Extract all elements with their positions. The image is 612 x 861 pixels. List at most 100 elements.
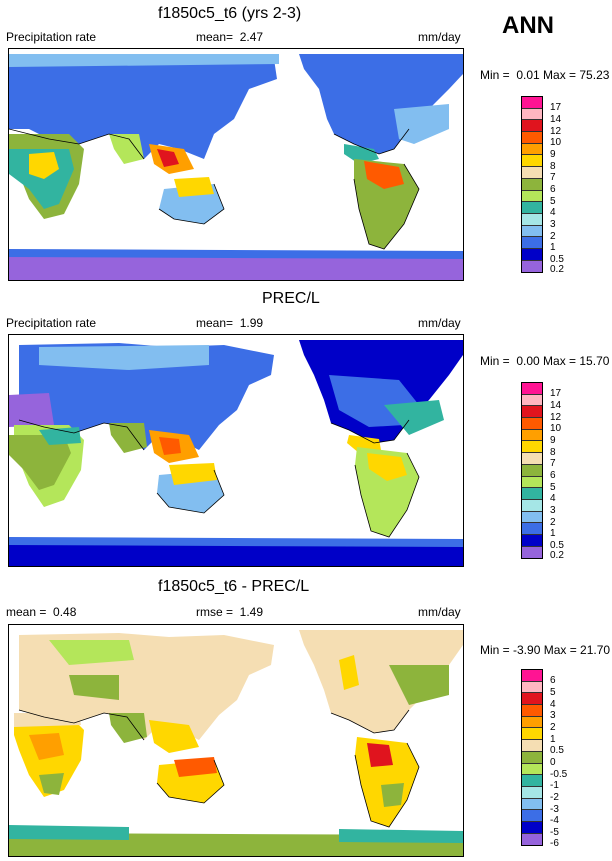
colorbar-label: 7 (550, 172, 556, 183)
colorbar-swatch (522, 716, 542, 729)
colorbar-swatch (522, 441, 542, 454)
colorbar-swatch (522, 775, 542, 787)
colorbar-label: 0.5 (550, 540, 564, 551)
colorbar-swatch (522, 237, 542, 249)
colorbar-swatch (522, 143, 542, 156)
colorbar-swatch (522, 394, 542, 407)
colorbar-label: -6 (550, 838, 559, 849)
colorbar-label: 9 (550, 435, 556, 446)
map-panel-difference (8, 624, 464, 857)
colorbar-label: 6 (550, 675, 556, 686)
colorbar-observed (521, 382, 543, 560)
colorbar-label: 2 (550, 231, 556, 242)
colorbar-label: 6 (550, 470, 556, 481)
colorbar-swatch (522, 488, 542, 500)
map-panel-model (8, 48, 464, 281)
colorbar-swatch (522, 798, 542, 811)
colorbar-swatch (522, 202, 542, 214)
panel-units: mm/day (418, 30, 461, 44)
panel-minmax: Min = 0.01 Max = 75.23 (480, 68, 610, 82)
colorbar-label: 8 (550, 447, 556, 458)
colorbar-label: 17 (550, 388, 562, 399)
colorbar-label: -1 (550, 780, 559, 791)
colorbar-swatch (522, 740, 542, 752)
colorbar-label: -0.5 (550, 769, 568, 780)
colorbar-label: 14 (550, 114, 562, 125)
colorbar-label: 7 (550, 458, 556, 469)
colorbar-label: 10 (550, 423, 562, 434)
panel-units: mm/day (418, 316, 461, 330)
colorbar-swatch (522, 534, 542, 547)
colorbar-label: 0.5 (550, 745, 564, 756)
colorbar-swatch (522, 383, 542, 395)
panel-left-label: Precipitation rate (6, 30, 97, 44)
colorbar-label: 0.2 (550, 550, 564, 561)
colorbar-swatch (522, 418, 542, 430)
panel-title: PREC/L (262, 290, 320, 307)
colorbar-label: 4 (550, 493, 556, 504)
panel-minmax: Min = 0.00 Max = 15.70 (480, 354, 610, 368)
colorbar-swatch (522, 178, 542, 191)
colorbar-label: 5 (550, 482, 556, 493)
colorbar-swatch (522, 225, 542, 238)
colorbar-swatch (522, 464, 542, 477)
colorbar-label: 4 (550, 699, 556, 710)
colorbar-swatch (522, 190, 542, 203)
colorbar-label: -5 (550, 827, 559, 838)
colorbar-swatch (522, 97, 542, 109)
colorbar-swatch (522, 546, 542, 559)
colorbar-swatch (522, 786, 542, 799)
colorbar-swatch (522, 681, 542, 694)
colorbar-label: 1 (550, 734, 556, 745)
colorbar-swatch (522, 763, 542, 776)
colorbar-swatch (522, 523, 542, 535)
colorbar-swatch (522, 429, 542, 442)
panel-left-label: Precipitation rate (6, 316, 97, 330)
colorbar-swatch (522, 499, 542, 512)
colorbar-swatch (522, 728, 542, 741)
colorbar-swatch (522, 167, 542, 179)
colorbar-swatch (522, 511, 542, 524)
colorbar-label: 0 (550, 757, 556, 768)
colorbar-label: 5 (550, 687, 556, 698)
colorbar-label: -3 (550, 804, 559, 815)
colorbar-label: 10 (550, 137, 562, 148)
colorbar-swatch (522, 705, 542, 717)
colorbar-label: 2 (550, 722, 556, 733)
colorbar-label: 0.5 (550, 254, 564, 265)
colorbar-swatch (522, 670, 542, 682)
panel-stat: mean= 1.99 (196, 316, 264, 330)
colorbar-swatch (522, 476, 542, 489)
colorbar-swatch (522, 406, 542, 419)
colorbar-label: 1 (550, 242, 556, 253)
colorbar-swatch (522, 120, 542, 133)
colorbar-label: 14 (550, 400, 562, 411)
colorbar-swatch (522, 751, 542, 764)
colorbar-label: 17 (550, 102, 562, 113)
colorbar-label: 12 (550, 126, 562, 137)
colorbar-swatch (522, 821, 542, 834)
colorbar-swatch (522, 248, 542, 261)
panel-title: f1850c5_t6 (yrs 2-3) (158, 5, 302, 22)
panel-stat: rmse = 1.49 (196, 605, 264, 619)
colorbar-label: 4 (550, 207, 556, 218)
colorbar-swatch (522, 260, 542, 273)
colorbar-label: -2 (550, 792, 559, 803)
colorbar-label: 1 (550, 528, 556, 539)
panel-minmax: Min = -3.90 Max = 21.70 (480, 643, 611, 657)
colorbar-label: 9 (550, 149, 556, 160)
colorbar-label: 6 (550, 184, 556, 195)
colorbar-label: 0.2 (550, 264, 564, 275)
panel-title: f1850c5_t6 - PREC/L (158, 578, 310, 595)
panel-left-label: mean = 0.48 (6, 605, 77, 619)
colorbar-swatch (522, 810, 542, 822)
panel-units: mm/day (418, 605, 461, 619)
colorbar-swatch (522, 453, 542, 465)
colorbar-label: 8 (550, 161, 556, 172)
panel-stat: mean= 2.47 (196, 30, 264, 44)
colorbar-swatch (522, 213, 542, 226)
map-panel-observed (8, 334, 464, 567)
colorbar-swatch (522, 132, 542, 144)
colorbar-label: -4 (550, 815, 559, 826)
colorbar-label: 5 (550, 196, 556, 207)
